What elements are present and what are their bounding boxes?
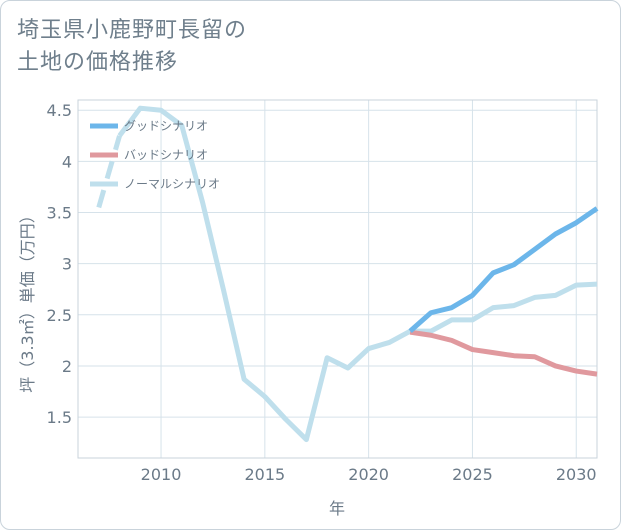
legend-label: バッドシナリオ <box>124 148 208 162</box>
x-tick-label: 2025 <box>452 465 493 484</box>
legend-item-normal[interactable]: ノーマルシナリオ <box>90 177 220 191</box>
series-line-segment <box>408 206 599 334</box>
x-tick-label: 2030 <box>556 465 597 484</box>
x-tick-label: 2010 <box>141 465 182 484</box>
series-line-normal <box>96 105 598 443</box>
legend-item-bad[interactable]: バッドシナリオ <box>90 148 208 162</box>
grid-lines <box>78 100 597 458</box>
series-line-bad <box>409 329 598 377</box>
y-tick-label: 4.5 <box>47 101 72 120</box>
plot-area-border <box>77 99 598 459</box>
chart-title-line1: 埼玉県小鹿野町長留の <box>17 18 248 43</box>
y-tick-label: 4 <box>62 152 72 171</box>
chart-title-line2: 土地の価格推移 <box>17 50 179 75</box>
y-tick-label: 1.5 <box>47 408 72 427</box>
series-line-segment-dashed <box>96 135 122 209</box>
series-line-segment <box>409 329 598 377</box>
y-tick-label: 3 <box>62 255 72 274</box>
series-line-segment <box>117 105 598 443</box>
legend-item-good[interactable]: グッドシナリオ <box>90 119 208 133</box>
y-tick-label: 2.5 <box>47 306 72 325</box>
x-tick-label: 2020 <box>348 465 389 484</box>
series-lines <box>96 105 599 443</box>
legend-label: ノーマルシナリオ <box>124 177 220 191</box>
legend-label: グッドシナリオ <box>124 119 208 133</box>
chart-title: 埼玉県小鹿野町長留の 土地の価格推移 <box>17 15 247 79</box>
x-tick-label: 2015 <box>244 465 285 484</box>
series-line-good <box>408 206 599 334</box>
y-tick-label: 2 <box>62 357 72 376</box>
y-axis-title: 坪（3.3㎡）単価（万円） <box>18 207 37 392</box>
x-axis-title: 年 <box>329 499 345 518</box>
y-tick-label: 3.5 <box>47 204 72 223</box>
x-axis-ticks: 2010 2015 2020 2025 2030 <box>141 465 597 484</box>
y-axis-ticks: 1.5 2 2.5 3 3.5 4 4.5 <box>47 101 72 427</box>
